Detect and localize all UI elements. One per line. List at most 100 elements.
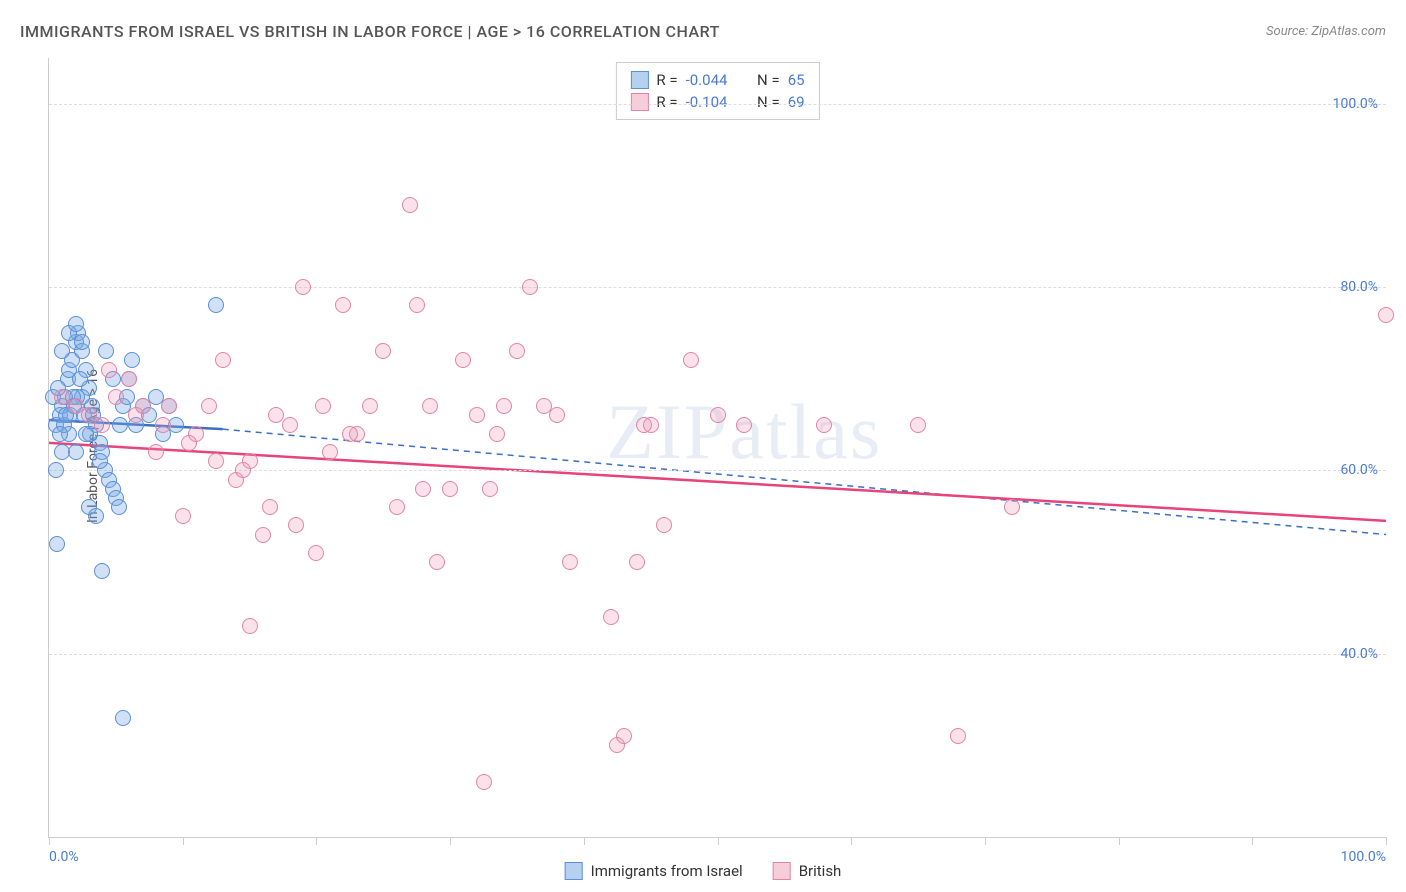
- scatter-point: [342, 426, 358, 442]
- scatter-point: [68, 316, 84, 332]
- scatter-point: [48, 462, 64, 478]
- scatter-point: [201, 398, 217, 414]
- scatter-point: [710, 407, 726, 423]
- legend-swatch: [565, 862, 583, 880]
- x-tick: [1252, 837, 1253, 845]
- scatter-point: [242, 618, 258, 634]
- scatter-point: [1004, 499, 1020, 515]
- series-label: British: [799, 862, 842, 880]
- scatter-point: [72, 371, 88, 387]
- x-tick: [316, 837, 317, 845]
- gridline: [49, 104, 1386, 105]
- scatter-point: [402, 197, 418, 213]
- bottom-legend-item: British: [773, 862, 842, 880]
- scatter-point: [736, 417, 752, 433]
- y-tick-label: 100.0%: [1333, 96, 1378, 112]
- x-tick: [49, 837, 50, 845]
- scatter-point: [335, 297, 351, 313]
- series-legend: Immigrants from Israel British: [565, 862, 842, 880]
- x-tick: [183, 837, 184, 845]
- chart-plot-area: ZIPatlas R = -0.044 N = 65R = -0.104 N =…: [48, 58, 1386, 838]
- gridline: [49, 654, 1386, 655]
- legend-swatch: [630, 71, 648, 89]
- scatter-point: [148, 444, 164, 460]
- scatter-point: [496, 398, 512, 414]
- scatter-point: [54, 343, 70, 359]
- scatter-point: [94, 417, 110, 433]
- scatter-point: [101, 362, 117, 378]
- gridline: [49, 287, 1386, 288]
- legend-r-value: -0.044: [686, 71, 742, 89]
- scatter-point: [181, 435, 197, 451]
- scatter-point: [415, 481, 431, 497]
- scatter-point: [128, 407, 144, 423]
- scatter-point: [88, 508, 104, 524]
- scatter-point: [409, 297, 425, 313]
- scatter-point: [549, 407, 565, 423]
- y-tick-label: 40.0%: [1340, 646, 1378, 662]
- scatter-point: [175, 508, 191, 524]
- scatter-point: [288, 517, 304, 533]
- scatter-point: [208, 453, 224, 469]
- scatter-point: [115, 710, 131, 726]
- scatter-point: [92, 453, 108, 469]
- scatter-point: [124, 352, 140, 368]
- scatter-point: [68, 444, 84, 460]
- source-attribution: Source: ZipAtlas.com: [1266, 24, 1386, 39]
- legend-n-value: 69: [788, 93, 805, 111]
- scatter-point: [469, 407, 485, 423]
- legend-n-label: N =: [750, 93, 780, 111]
- scatter-point: [262, 499, 278, 515]
- scatter-point: [215, 352, 231, 368]
- scatter-point: [389, 499, 405, 515]
- scatter-point: [489, 426, 505, 442]
- scatter-point: [255, 527, 271, 543]
- x-tick-label: 0.0%: [49, 849, 79, 865]
- scatter-point: [562, 554, 578, 570]
- scatter-point: [429, 554, 445, 570]
- legend-n-value: 65: [788, 71, 805, 89]
- legend-row: R = -0.104 N = 69: [630, 91, 804, 113]
- scatter-point: [656, 517, 672, 533]
- legend-swatch: [630, 93, 648, 111]
- x-tick: [1119, 837, 1120, 845]
- scatter-point: [362, 398, 378, 414]
- scatter-point: [282, 417, 298, 433]
- scatter-point: [616, 728, 632, 744]
- scatter-point: [816, 417, 832, 433]
- scatter-point: [1378, 307, 1394, 323]
- legend-swatch: [773, 862, 791, 880]
- scatter-point: [422, 398, 438, 414]
- y-tick-label: 60.0%: [1340, 462, 1378, 478]
- correlation-legend: R = -0.044 N = 65 R = -0.104 N = 69: [615, 62, 819, 120]
- legend-n-label: N =: [750, 71, 780, 89]
- x-tick: [718, 837, 719, 845]
- trend-lines-svg: [49, 58, 1386, 837]
- scatter-point: [94, 563, 110, 579]
- scatter-point: [112, 417, 128, 433]
- series-label: Immigrants from Israel: [591, 862, 743, 880]
- scatter-point: [308, 545, 324, 561]
- scatter-point: [603, 609, 619, 625]
- x-tick: [1386, 837, 1387, 845]
- scatter-point: [52, 426, 68, 442]
- scatter-point: [455, 352, 471, 368]
- scatter-point: [476, 774, 492, 790]
- y-tick-label: 80.0%: [1340, 279, 1378, 295]
- scatter-point: [161, 398, 177, 414]
- scatter-point: [910, 417, 926, 433]
- scatter-point: [375, 343, 391, 359]
- scatter-point: [78, 426, 94, 442]
- legend-r-label: R =: [656, 71, 677, 89]
- scatter-point: [295, 279, 311, 295]
- scatter-point: [442, 481, 458, 497]
- bottom-legend-item: Immigrants from Israel: [565, 862, 743, 880]
- scatter-point: [950, 728, 966, 744]
- scatter-point: [522, 279, 538, 295]
- scatter-point: [121, 371, 137, 387]
- x-tick-label: 100.0%: [1341, 849, 1386, 865]
- scatter-point: [74, 334, 90, 350]
- x-tick: [584, 837, 585, 845]
- x-tick: [985, 837, 986, 845]
- scatter-point: [629, 554, 645, 570]
